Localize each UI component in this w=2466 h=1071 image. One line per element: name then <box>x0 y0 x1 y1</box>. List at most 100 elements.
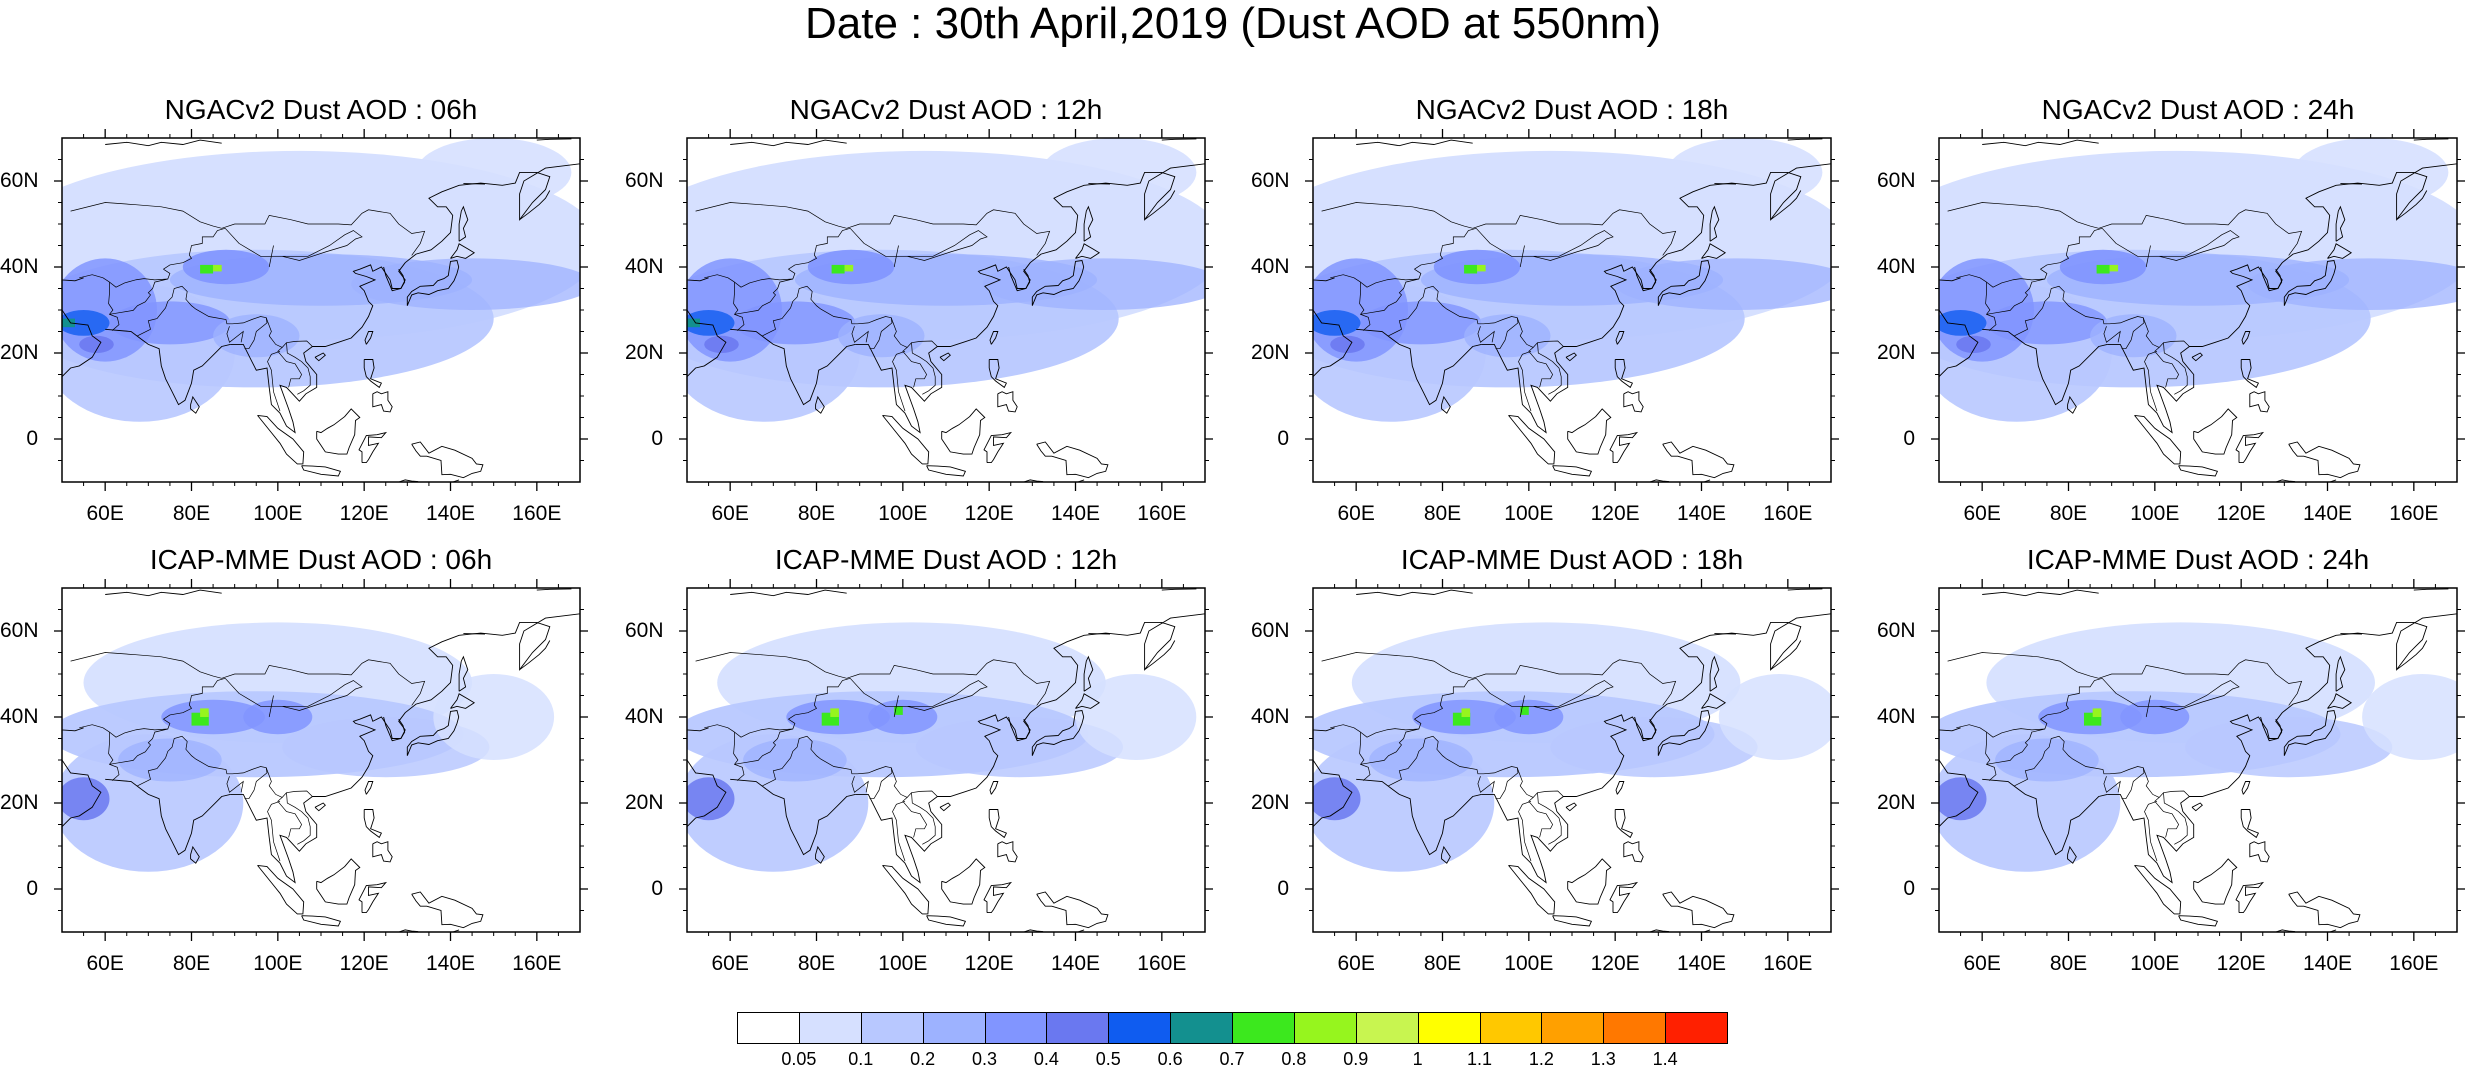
coastline <box>855 793 943 884</box>
coastline <box>1441 395 1451 414</box>
country-border <box>286 342 311 395</box>
coastline <box>1036 891 1109 929</box>
colorbar-swatch <box>737 1012 800 1044</box>
coastline <box>406 709 460 756</box>
dust-field <box>1939 138 2457 422</box>
coastline <box>190 395 200 414</box>
coastline <box>2283 259 2337 306</box>
coastlines <box>62 138 580 482</box>
country-border <box>851 776 869 793</box>
lon-tick-label: 100E <box>2130 952 2180 975</box>
map-panel: ICAP-MME Dust AOD : 12h 60N 40N 20N 0 60E 80E 1… <box>625 544 1213 975</box>
colorbar-label: 0.1 <box>848 1049 874 1069</box>
coastline <box>939 802 951 812</box>
lon-tick-label: 160E <box>1137 502 1187 525</box>
dust-blob <box>687 777 735 821</box>
coastline <box>363 359 383 389</box>
coastline <box>62 727 84 732</box>
panel-title: NGACv2 Dust AOD : 24h <box>2041 94 2355 125</box>
coastline <box>2396 190 2428 221</box>
country-border <box>760 718 796 731</box>
colorbar-label: 1.4 <box>1652 1049 1678 1069</box>
dust-cell <box>1461 708 1471 717</box>
dust-blob <box>1995 738 2099 782</box>
coastline <box>1939 309 1979 378</box>
coastline <box>2260 716 2283 742</box>
coastline <box>230 343 318 434</box>
dust-blob <box>1956 335 1991 353</box>
country-border <box>135 718 171 731</box>
lon-tick-label: 60E <box>711 502 749 525</box>
coastline <box>1609 881 1639 914</box>
coastline <box>687 727 709 732</box>
coastline <box>939 352 951 362</box>
country-border <box>2065 677 2103 706</box>
coastline <box>855 343 943 434</box>
dust-blob <box>2185 717 2393 778</box>
coastline <box>2288 441 2361 479</box>
dust-blob <box>79 335 114 353</box>
coastline <box>1623 841 1644 863</box>
coastline <box>358 431 388 464</box>
country-border <box>849 678 988 711</box>
country-border <box>1518 800 1532 862</box>
lon-tick-label: 160E <box>2389 952 2439 975</box>
coastline <box>1481 793 1569 884</box>
country-border <box>2014 285 2145 350</box>
colorbar-swatch <box>1417 1012 1481 1044</box>
colorbar-label: 1.1 <box>1466 1049 1493 1069</box>
coastline <box>372 841 393 863</box>
coastline <box>1787 138 1823 141</box>
country-border <box>1414 704 1444 720</box>
coastline <box>1939 727 1961 732</box>
country-border <box>109 278 168 315</box>
coastline <box>983 431 1013 464</box>
colorbar-swatch <box>1232 1012 1295 1044</box>
aod-colorbar <box>737 1012 1728 1046</box>
map-panel: ICAP-MME Dust AOD : 24h 60N 40N 20N 0 60E 80E 1… <box>1877 544 2465 975</box>
dust-blob <box>2120 699 2190 735</box>
country-border <box>2101 678 2240 711</box>
country-border <box>267 800 281 862</box>
map-panel: ICAP-MME Dust AOD : 06h 60N 40N 20N 0 60E 80E 1… <box>0 544 588 975</box>
colorbar-swatch <box>1665 1012 1728 1044</box>
coastlines <box>1939 138 2457 482</box>
coastlines <box>62 588 580 932</box>
coastline <box>301 465 342 477</box>
coastline <box>1634 266 1657 292</box>
colorbar-swatch <box>1479 1012 1543 1044</box>
lon-tick-label: 160E <box>512 952 562 975</box>
coastline <box>411 441 484 479</box>
country-border <box>137 285 268 350</box>
coastline <box>1662 441 1735 479</box>
coastline <box>1083 655 1094 692</box>
coastline <box>1008 266 1031 292</box>
country-border <box>902 797 928 838</box>
country-border <box>1386 718 1422 731</box>
country-border <box>1947 202 2303 256</box>
country-border <box>268 695 274 718</box>
lat-tick-label: 0 <box>1903 427 1915 450</box>
lon-tick-label: 100E <box>878 952 928 975</box>
lat-tick-label: 60N <box>625 619 664 642</box>
coastline <box>997 841 1018 863</box>
lat-tick-label: 60N <box>1251 169 1290 192</box>
country-border <box>109 728 168 765</box>
country-border <box>108 282 120 331</box>
lat-tick-label: 0 <box>1277 427 1289 450</box>
country-border <box>1985 732 1997 781</box>
lat-tick-label: 40N <box>0 255 39 278</box>
coastline <box>1075 693 1101 709</box>
country-border <box>1386 268 1422 281</box>
coastline <box>1982 778 2108 856</box>
panel-title: NGACv2 Dust AOD : 18h <box>1415 94 1729 125</box>
coastline <box>257 864 305 915</box>
coastline <box>257 414 305 465</box>
dust-aod-map <box>679 129 1213 491</box>
lon-tick-label: 160E <box>2389 502 2439 525</box>
country-border <box>1388 735 1519 800</box>
coastline <box>458 655 469 692</box>
lon-tick-label: 100E <box>1504 952 1554 975</box>
coastline <box>314 352 326 362</box>
country-border <box>1439 677 1477 706</box>
